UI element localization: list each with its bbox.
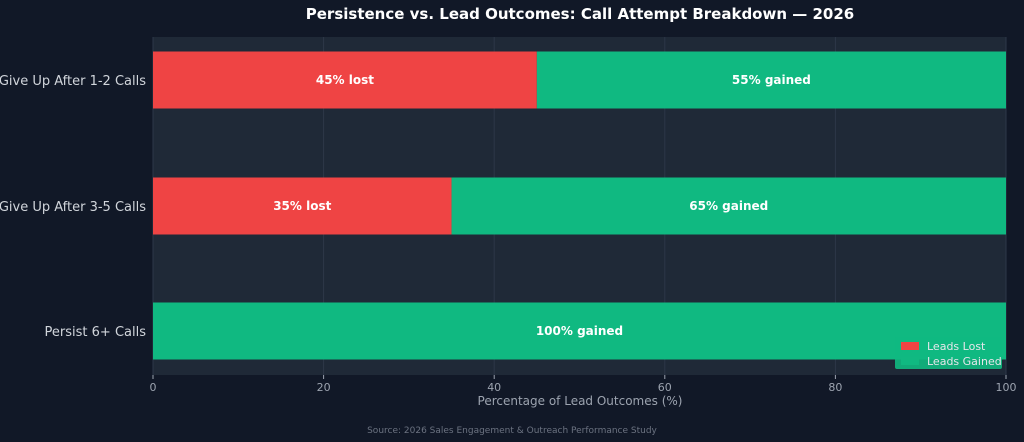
legend-swatch [901,357,919,365]
bar-leads-gained [153,302,1006,360]
x-tick-label: 0 [150,381,157,394]
legend-label: Leads Gained [927,355,1002,368]
legend-box [895,337,1002,369]
bar-data-label: 35% lost [273,199,331,213]
legend-label: Leads Lost [927,340,986,353]
bar-data-label: 65% gained [689,199,768,213]
bar-data-label: 100% gained [536,324,623,338]
bar-data-label: 55% gained [732,73,811,87]
category-labels: Give Up After 1-2 Calls Give Up After 3-5… [0,74,146,340]
bars: 45% lost 55% gained 35% lost 65% gained 100%… [153,51,1006,360]
x-tick-label: 80 [828,381,842,394]
x-tick-label: 100 [996,381,1017,394]
bar-leads-gained [451,177,1006,235]
bar-leads-gained [536,51,1006,109]
x-tick-label: 40 [487,381,501,394]
category-label: Give Up After 3-5 Calls [0,200,146,215]
bar-leads-lost [153,177,452,235]
chart-title: Persistence vs. Lead Outcomes: Call Atte… [306,5,854,23]
category-label: Give Up After 1-2 Calls [0,74,146,89]
x-axis: 0 20 40 60 80 100 [150,375,1017,394]
source-note: Source: 2026 Sales Engagement & Outreach… [367,426,657,436]
category-label: Persist 6+ Calls [45,325,147,340]
x-tick-label: 60 [658,381,672,394]
legend-swatch [901,342,919,350]
legend: Leads Lost Leads Gained [895,337,1002,369]
x-axis-label: Percentage of Lead Outcomes (%) [478,394,683,408]
bar-data-label: 45% lost [316,73,374,87]
bar-leads-lost [153,51,537,109]
x-tick-label: 20 [317,381,331,394]
